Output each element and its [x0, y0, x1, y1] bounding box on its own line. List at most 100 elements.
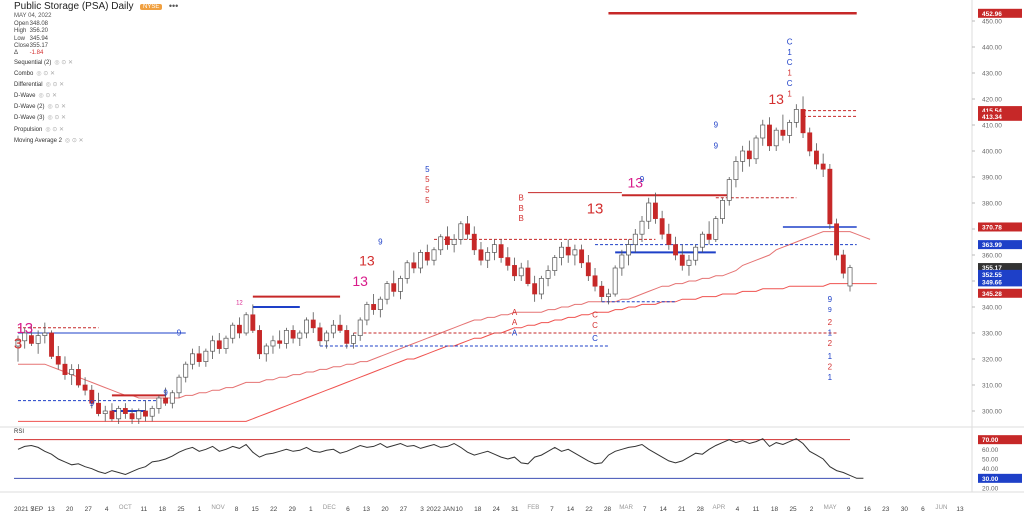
y-tick-label: 310.00: [982, 383, 1002, 390]
indicator-row[interactable]: Combo ◎ ⊙ ✕: [14, 70, 84, 81]
candle-body: [579, 249, 585, 264]
exchange-badge: NYSE: [140, 3, 163, 10]
rsi-tag: [978, 473, 1022, 483]
indicator-row[interactable]: D-Wave (2) ◎ ⊙ ✕: [14, 103, 84, 114]
x-tick-label: 27: [400, 506, 408, 513]
indicator-controls-icon[interactable]: ◎ ⊙ ✕: [47, 115, 67, 122]
indicator-controls-icon[interactable]: ◎ ⊙ ✕: [47, 104, 67, 111]
indicator-row[interactable]: Propulsion ◎ ⊙ ✕: [14, 126, 84, 137]
x-tick-label: 7: [31, 506, 35, 513]
indicator-name: D-Wave: [14, 93, 36, 100]
sequential-count-label: C: [592, 334, 598, 343]
sequential-count-label: 13: [16, 320, 33, 337]
indicator-row[interactable]: Sequential (2) ◎ ⊙ ✕: [14, 59, 84, 70]
sequential-count-label: 5: [425, 196, 430, 205]
indicator-name: Sequential (2): [14, 60, 52, 66]
x-tick-label: 1: [309, 506, 313, 513]
x-tick-label: 18: [474, 506, 482, 513]
sequential-count-label: A: [512, 308, 518, 317]
candle-body: [418, 252, 424, 269]
indicator-name: D-Wave (3): [14, 115, 45, 122]
price-tag-label: 345.28: [982, 291, 1002, 298]
price-tag-label: 413.34: [982, 114, 1002, 121]
ohlc-close: Close 355.17: [14, 43, 48, 50]
y-tick-label: 330.00: [982, 331, 1002, 338]
indicator-row[interactable]: Moving Average 2 ◎ ⊙ ✕: [14, 137, 84, 148]
sequential-count-label: 9: [378, 238, 383, 247]
x-tick-label: 27: [85, 506, 93, 513]
candle-body: [149, 408, 155, 417]
more-options-icon[interactable]: •••: [168, 1, 179, 11]
price-tag-label: 352.55: [982, 272, 1002, 279]
indicator-row[interactable]: D-Wave ◎ ⊙ ✕: [14, 92, 84, 103]
y-tick-label: 360.00: [982, 253, 1002, 260]
ohlc-open-label: Open: [14, 21, 29, 27]
candle-body: [169, 392, 175, 404]
indicator-name: Propulsion: [14, 126, 43, 133]
price-tag-label: 363.99: [982, 242, 1002, 249]
indicator-controls-icon[interactable]: ◎ ⊙ ✕: [45, 126, 64, 133]
x-tick-label: 20: [66, 506, 74, 513]
indicator-row[interactable]: Differential ◎ ⊙ ✕: [14, 81, 84, 92]
sequential-count-label: 12: [236, 300, 243, 306]
indicator-controls-icon[interactable]: ◎ ⊙ ✕: [64, 137, 84, 144]
candle-body: [136, 410, 142, 420]
sequential-count-label: B: [519, 193, 524, 202]
indicator-controls-icon[interactable]: ◎ ⊙ ✕: [36, 71, 55, 78]
ohlc-high-value: 356.20: [29, 28, 49, 35]
sequential-count-label: 1: [787, 69, 792, 78]
candle-body: [706, 233, 712, 240]
x-tick-label: 24: [493, 506, 501, 513]
x-tick-label: 18: [159, 506, 167, 513]
rsi-tag: [978, 435, 1022, 445]
candle-body: [639, 220, 645, 235]
candle-body: [612, 267, 618, 295]
candle-body: [840, 254, 846, 274]
candle-body: [787, 122, 793, 136]
candle-body: [143, 410, 148, 417]
candle-body: [364, 304, 370, 321]
indicator-controls-icon[interactable]: ◎ ⊙ ✕: [38, 93, 58, 100]
candle-body: [726, 179, 732, 201]
candle-body: [384, 283, 390, 300]
ohlc-high-label: High: [14, 28, 27, 35]
y-tick-label: 430.00: [982, 71, 1002, 78]
sequential-count-label: 13: [768, 91, 784, 107]
x-tick-label: 10: [456, 506, 464, 513]
candle-body: [69, 369, 75, 375]
sequential-count-label: 9: [714, 141, 719, 150]
candle-body: [22, 332, 28, 342]
rsi-label: RSI: [14, 429, 25, 435]
x-tick-label: DEC: [323, 504, 337, 511]
sequential-count-label: 9: [828, 307, 832, 314]
candle-body: [646, 202, 652, 222]
chart-title: Public Storage (PSA) Daily: [14, 1, 134, 12]
candle-body: [827, 168, 833, 225]
indicator-controls-icon[interactable]: ◎ ⊙ ✕: [45, 82, 65, 89]
candle-body: [491, 244, 497, 253]
price-tag: [978, 263, 1022, 273]
candle-body: [532, 283, 538, 295]
candle-body: [203, 350, 209, 362]
y-tick-label: 340.00: [982, 305, 1002, 312]
x-tick-label: 28: [697, 506, 705, 513]
candle-body: [458, 223, 464, 240]
price-tag: [978, 288, 1022, 298]
x-tick-label: 1: [198, 506, 202, 513]
price-tag: [978, 106, 1022, 116]
candle-body: [807, 132, 813, 152]
sequential-count-label: C: [787, 58, 793, 67]
ohlc-low-value: 345.94: [29, 35, 49, 42]
indicator-row[interactable]: D-Wave (3) ◎ ⊙ ✕: [14, 114, 84, 125]
x-tick-label: 22: [585, 506, 593, 513]
indicator-controls-icon[interactable]: ◎ ⊙ ✕: [54, 60, 73, 66]
x-tick-label: 23: [882, 506, 890, 513]
candle-body: [699, 233, 705, 248]
candle-body: [196, 353, 202, 362]
x-tick-label: 15: [252, 506, 260, 513]
sequential-count-label: C: [787, 37, 793, 46]
candle-body: [15, 340, 21, 347]
candle-body: [693, 246, 699, 261]
